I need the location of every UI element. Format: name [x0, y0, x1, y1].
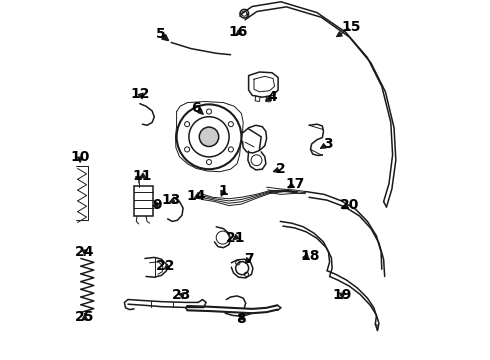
- Text: 1: 1: [219, 184, 228, 198]
- Text: 12: 12: [131, 87, 150, 100]
- Text: 4: 4: [267, 90, 277, 104]
- Text: 17: 17: [286, 177, 305, 190]
- Bar: [134, 186, 153, 216]
- Text: 7: 7: [244, 252, 253, 266]
- Text: 2: 2: [276, 162, 286, 176]
- Text: 10: 10: [71, 150, 90, 163]
- Text: 9: 9: [152, 198, 162, 212]
- Text: 21: 21: [226, 231, 246, 244]
- Text: 18: 18: [300, 249, 319, 262]
- Text: 24: 24: [75, 245, 95, 259]
- Text: 11: 11: [133, 170, 152, 183]
- Text: 23: 23: [172, 288, 192, 302]
- Text: 8: 8: [237, 312, 246, 325]
- Text: 20: 20: [340, 198, 359, 212]
- Text: 15: 15: [342, 20, 361, 34]
- Circle shape: [199, 127, 219, 147]
- Text: 5: 5: [155, 27, 165, 41]
- Text: 22: 22: [156, 260, 175, 273]
- Text: 6: 6: [192, 101, 201, 115]
- Text: 3: 3: [323, 137, 333, 151]
- Text: 13: 13: [162, 193, 181, 207]
- Text: 25: 25: [75, 310, 95, 324]
- Text: 19: 19: [333, 288, 352, 302]
- Text: 14: 14: [187, 189, 206, 203]
- Text: 16: 16: [228, 26, 247, 39]
